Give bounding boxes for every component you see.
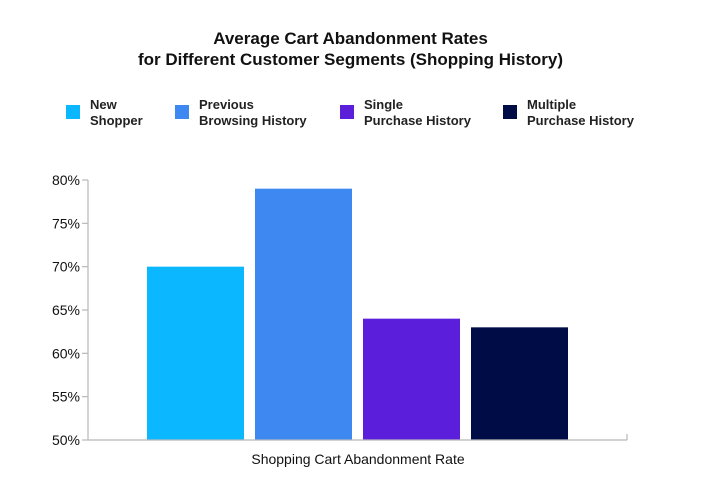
y-tick-label: 55% — [52, 389, 80, 405]
legend-swatch-new-shopper — [66, 105, 80, 119]
bar-previous-browsing-history — [255, 188, 352, 440]
bar-single-purchase-history — [363, 318, 460, 440]
x-axis-label: Shopping Cart Abandonment Rate — [251, 451, 465, 467]
legend-label-previous-browsing-history: Previous Browsing History — [199, 97, 307, 128]
chart-title: Average Cart Abandonment Rates for Diffe… — [0, 28, 701, 70]
legend-item-new-shopper: New Shopper — [66, 97, 143, 129]
bars — [147, 188, 568, 440]
legend-swatch-previous-browsing-history — [175, 105, 189, 119]
legend-label-single-purchase-history: Single Purchase History — [364, 97, 471, 128]
y-tick-label: 65% — [52, 302, 80, 318]
y-tick-label: 60% — [52, 345, 80, 361]
y-tick-label: 50% — [52, 432, 80, 448]
chart-legend: New Shopper Previous Browsing History Si… — [0, 97, 701, 137]
legend-item-multiple-purchase-history: Multiple Purchase History — [503, 97, 634, 129]
y-axis: 50% 55% 60% 65% 70% 75% 80% — [52, 172, 89, 448]
y-tick-label: 75% — [52, 215, 80, 231]
chart-title-line-1: Average Cart Abandonment Rates — [213, 29, 488, 48]
y-tick-label: 70% — [52, 259, 80, 275]
y-tick-label: 80% — [52, 172, 80, 188]
legend-label-multiple-purchase-history: Multiple Purchase History — [527, 97, 634, 128]
legend-item-single-purchase-history: Single Purchase History — [340, 97, 471, 129]
legend-swatch-multiple-purchase-history — [503, 105, 517, 119]
bar-new-shopper — [147, 266, 244, 440]
legend-swatch-single-purchase-history — [340, 105, 354, 119]
legend-item-previous-browsing-history: Previous Browsing History — [175, 97, 307, 129]
legend-label-new-shopper: New Shopper — [90, 97, 143, 128]
bar-multiple-purchase-history — [471, 327, 568, 440]
x-axis — [88, 434, 628, 441]
chart-title-line-2: for Different Customer Segments (Shoppin… — [137, 50, 564, 69]
